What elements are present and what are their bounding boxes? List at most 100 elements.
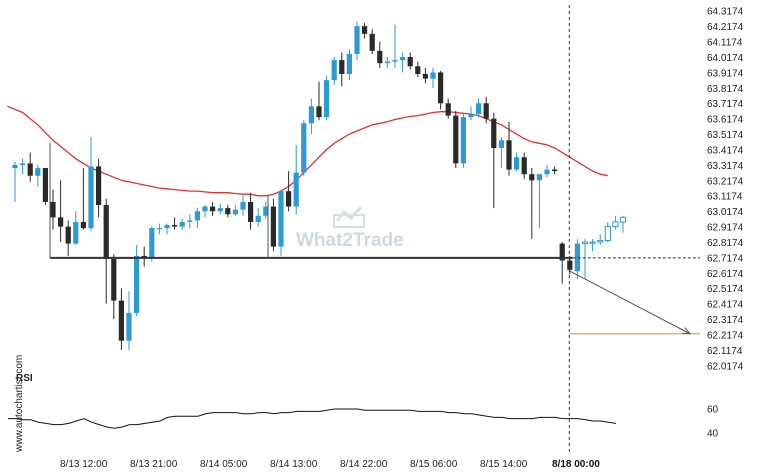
price-tick-label: 62.3174 [707, 315, 744, 326]
candle-body [445, 103, 451, 116]
candle-body [42, 168, 48, 202]
price-axis: 64.3174 64.2174 64.1174 64.0174 63.9174 63.81… [707, 7, 744, 373]
rsi-title: RSI [16, 373, 33, 384]
price-tick-label: 62.5174 [707, 284, 744, 295]
candle [407, 52, 413, 70]
moving-average-layer [7, 105, 608, 197]
candle [491, 112, 497, 209]
candle-body [149, 228, 155, 258]
candle-body [286, 191, 292, 207]
candle-body [476, 103, 482, 115]
candle-body [301, 123, 307, 173]
candle-body [172, 225, 178, 227]
candle [438, 70, 444, 110]
candle-body [225, 208, 231, 215]
candle [339, 52, 345, 87]
price-tick-label: 62.6174 [707, 269, 744, 280]
candle-body [118, 300, 124, 341]
candle-body [324, 80, 330, 118]
candle-body [369, 33, 375, 51]
candle-body [88, 166, 94, 229]
candle-body [50, 201, 56, 218]
candle [415, 61, 421, 78]
candle [172, 217, 178, 230]
candle [369, 29, 375, 54]
rsi-tick-label: 40 [707, 429, 719, 440]
candle [316, 81, 322, 121]
candle-body [65, 226, 71, 244]
candle-body [604, 226, 611, 241]
rsi-panel: RSI [8, 373, 617, 429]
candle [354, 21, 360, 61]
candle [514, 152, 520, 172]
price-tick-label: 63.8174 [707, 84, 744, 95]
candle-body [589, 241, 596, 244]
candle [58, 180, 64, 243]
rsi-axis: 60 40 [707, 405, 719, 440]
candle-body [293, 172, 299, 207]
rsi-line [8, 408, 617, 429]
candle [232, 205, 238, 216]
candle-body [438, 72, 444, 104]
candle [400, 52, 406, 73]
candle [27, 152, 33, 182]
price-tick-label: 64.1174 [707, 38, 743, 49]
candle [552, 166, 558, 175]
candle-body [270, 206, 276, 247]
candle-body [597, 239, 604, 243]
price-tick-label: 62.7174 [707, 253, 744, 264]
candle-body [35, 168, 41, 176]
candle [293, 144, 299, 215]
candle [483, 97, 489, 124]
candle-body [552, 169, 558, 172]
price-tick-label: 64.0174 [707, 53, 744, 64]
candle [225, 205, 231, 218]
candle [612, 215, 619, 230]
price-tick-label: 62.9174 [707, 223, 744, 234]
candle [301, 120, 307, 176]
candle-body [339, 60, 345, 74]
candle [141, 246, 147, 267]
candle-body [460, 117, 466, 164]
candle [422, 67, 428, 84]
time-tick-label: 8/15 06:00 [410, 459, 458, 470]
candle-body [134, 255, 140, 313]
candle-body [179, 221, 185, 227]
candle-body [430, 72, 436, 79]
candle [164, 223, 170, 235]
candle-body [521, 157, 527, 175]
candle [544, 164, 550, 178]
candle [179, 218, 185, 230]
candle [377, 41, 383, 68]
candle [118, 288, 124, 350]
price-tick-label: 63.0174 [707, 207, 744, 218]
candle-body [544, 169, 550, 175]
candle-body [514, 157, 520, 170]
candle-body [126, 312, 132, 341]
candle-body [156, 228, 162, 230]
candle [202, 205, 208, 218]
candle-body [619, 216, 627, 223]
time-tick-label: 8/14 13:00 [270, 459, 318, 470]
candle [559, 242, 565, 284]
side-caption: www.autochartist.com [14, 355, 25, 453]
price-tick-label: 63.6174 [707, 115, 744, 126]
candle-body [210, 206, 216, 212]
candle [430, 67, 436, 88]
projection-arrow [569, 270, 691, 335]
candle-body [407, 57, 413, 67]
candle-body [559, 243, 565, 261]
candle [619, 215, 627, 233]
candle-body [392, 60, 398, 62]
time-tick-label: 8/13 12:00 [60, 459, 108, 470]
candle [65, 220, 71, 256]
candle-body [400, 57, 406, 61]
candle-body [111, 258, 117, 301]
candle-body [415, 66, 421, 74]
candle-body [255, 215, 261, 222]
candle-body [384, 61, 390, 64]
candle-body [194, 211, 200, 221]
candle-body [362, 26, 368, 34]
candle [35, 164, 41, 187]
